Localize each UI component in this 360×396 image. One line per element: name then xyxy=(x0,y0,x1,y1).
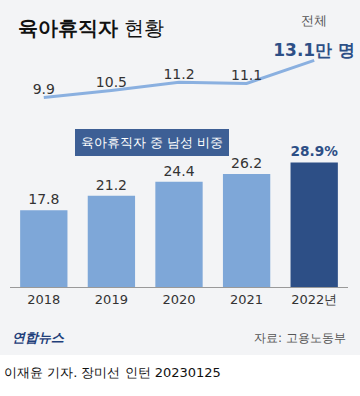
svg-text:26.2: 26.2 xyxy=(231,155,262,171)
svg-text:17.8: 17.8 xyxy=(28,191,59,207)
svg-text:13.1만 명: 13.1만 명 xyxy=(273,40,355,60)
svg-text:2022년: 2022년 xyxy=(291,292,337,307)
svg-text:자료: 고용노동부: 자료: 고용노동부 xyxy=(254,331,346,345)
svg-text:육아휴직자 현황: 육아휴직자 현황 xyxy=(18,16,164,40)
svg-text:육아휴직자 중 남성 비중: 육아휴직자 중 남성 비중 xyxy=(81,135,223,150)
svg-text:21.2: 21.2 xyxy=(96,177,127,193)
html-text:이재윤 기자. 장미선 인턴 20230125: 이재윤 기자. 장미선 인턴 20230125 xyxy=(4,365,221,380)
svg-text:2021: 2021 xyxy=(230,292,263,307)
svg-text:2020: 2020 xyxy=(162,292,195,307)
svg-text:11.2: 11.2 xyxy=(163,66,194,82)
svg-text:2019: 2019 xyxy=(95,292,128,307)
svg-text:11.1: 11.1 xyxy=(231,67,262,83)
svg-text:2018: 2018 xyxy=(27,292,60,307)
svg-text:10.5: 10.5 xyxy=(96,74,127,90)
svg-text:연합뉴스: 연합뉴스 xyxy=(12,330,65,345)
svg-text:9.9: 9.9 xyxy=(33,81,55,97)
svg-text:전체: 전체 xyxy=(301,13,327,28)
svg-text:24.4: 24.4 xyxy=(163,163,194,179)
svg-text:28.9%: 28.9% xyxy=(291,143,339,159)
